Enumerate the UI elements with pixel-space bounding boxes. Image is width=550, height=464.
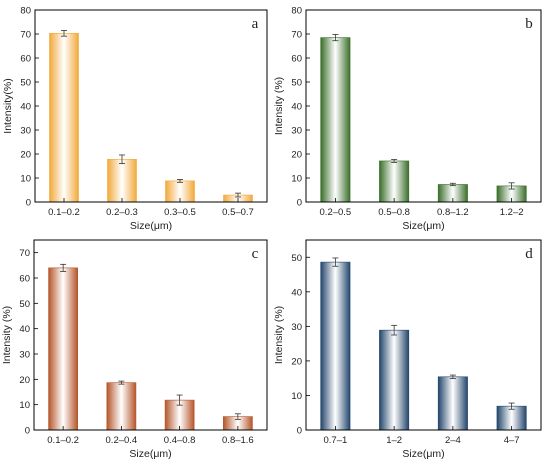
panel-letter: b <box>525 16 533 32</box>
x-tick-label: 0.8–1.2 <box>437 207 469 218</box>
panel-a: 0 10 20 30 40 50 60 70 80 0.1–0.2 0.2–0.3 0.3–0.5 0.… <box>2 6 268 232</box>
plot-frame <box>33 239 268 431</box>
bar <box>107 158 137 203</box>
y-tick-label: 60 <box>19 274 30 285</box>
x-tick-label: 0.1–0.2 <box>48 207 80 218</box>
y-tick-label: 20 <box>291 150 302 161</box>
plot-frame <box>305 9 542 203</box>
y-tick-label: 30 <box>20 126 31 137</box>
y-tick-label: 40 <box>291 287 302 298</box>
y-tick-label: 70 <box>19 248 30 259</box>
bar <box>106 382 137 431</box>
bar <box>320 37 351 203</box>
x-tick-label: 0.5–0.8 <box>378 207 410 218</box>
x-axis-title: Size(μm) <box>402 220 444 232</box>
bar <box>437 376 468 431</box>
panel-letter: d <box>525 246 533 262</box>
panel-b: 0 10 20 30 40 50 60 70 80 0.2–0.5 0.5–0.8 0.8–1.2 1.… <box>273 6 542 232</box>
x-tick-label: 1–2 <box>386 435 402 446</box>
y-axis-title: Intensity (%) <box>273 306 285 364</box>
y-tick-label: 70 <box>291 30 302 41</box>
x-tick-label: 0.2–0.5 <box>320 207 352 218</box>
x-tick-label: 4–7 <box>504 435 520 446</box>
bar <box>379 329 410 431</box>
panel-d: 0 10 20 30 40 50 0.7–1 1–2 2–4 4–7 d Size(μm) Intens… <box>273 239 542 460</box>
x-tick-label: 1.2–2 <box>500 207 524 218</box>
panel-letter: a <box>252 16 259 32</box>
x-tick-label: 0.8–1.6 <box>222 435 254 446</box>
y-tick-label: 60 <box>20 54 31 65</box>
x-axis-title: Size(μm) <box>129 448 171 460</box>
y-tick-label: 0 <box>26 198 31 209</box>
y-tick-label: 30 <box>291 126 302 137</box>
y-tick-label: 40 <box>291 102 302 113</box>
y-tick-label: 30 <box>19 350 30 361</box>
y-tick-label: 20 <box>291 356 302 367</box>
y-axis-title: Intensity (%) <box>1 306 13 364</box>
y-tick-label: 70 <box>20 30 31 41</box>
x-tick-label: 2–4 <box>445 435 461 446</box>
x-tick-label: 0.2–0.3 <box>106 207 138 218</box>
y-tick-label: 30 <box>291 322 302 333</box>
bar <box>49 32 79 203</box>
y-tick-label: 10 <box>291 391 302 402</box>
y-tick-label: 20 <box>20 150 31 161</box>
x-tick-label: 0.5–0.7 <box>222 207 254 218</box>
x-axis-title: Size(μm) <box>402 448 444 460</box>
x-tick-label: 0.2–0.4 <box>106 435 138 446</box>
y-tick-label: 60 <box>291 54 302 65</box>
y-axis-title: Intensity(%) <box>2 78 14 133</box>
y-tick-label: 0 <box>297 426 302 437</box>
x-tick-label: 0.1–0.2 <box>47 435 79 446</box>
plot-frame <box>305 239 542 431</box>
x-tick-label: 0.4–0.8 <box>164 435 196 446</box>
y-tick-label: 80 <box>20 6 31 17</box>
y-tick-label: 40 <box>20 102 31 113</box>
y-tick-label: 50 <box>20 78 31 89</box>
y-tick-label: 50 <box>291 78 302 89</box>
panel-letter: c <box>252 246 259 262</box>
y-tick-label: 0 <box>297 198 302 209</box>
y-tick-label: 10 <box>291 174 302 185</box>
y-tick-label: 50 <box>19 299 30 310</box>
y-tick-label: 50 <box>291 253 302 264</box>
y-tick-label: 80 <box>291 6 302 17</box>
y-tick-label: 10 <box>20 174 31 185</box>
x-tick-label: 0.3–0.5 <box>164 207 196 218</box>
x-axis-title: Size(μm) <box>130 220 172 232</box>
y-tick-label: 20 <box>19 375 30 386</box>
plot-frame <box>34 9 268 203</box>
y-tick-label: 10 <box>19 400 30 411</box>
y-axis-title: Intensity (%) <box>273 77 285 135</box>
bar <box>320 261 351 431</box>
bar <box>379 160 410 203</box>
panel-c: 0 10 20 30 40 50 60 70 0.1–0.2 0.2–0.4 0.4–0.8 0.8–… <box>1 239 268 460</box>
y-tick-label: 40 <box>19 324 30 335</box>
x-tick-label: 0.7–1 <box>323 435 347 446</box>
y-tick-label: 0 <box>25 426 30 437</box>
bar <box>48 267 78 431</box>
